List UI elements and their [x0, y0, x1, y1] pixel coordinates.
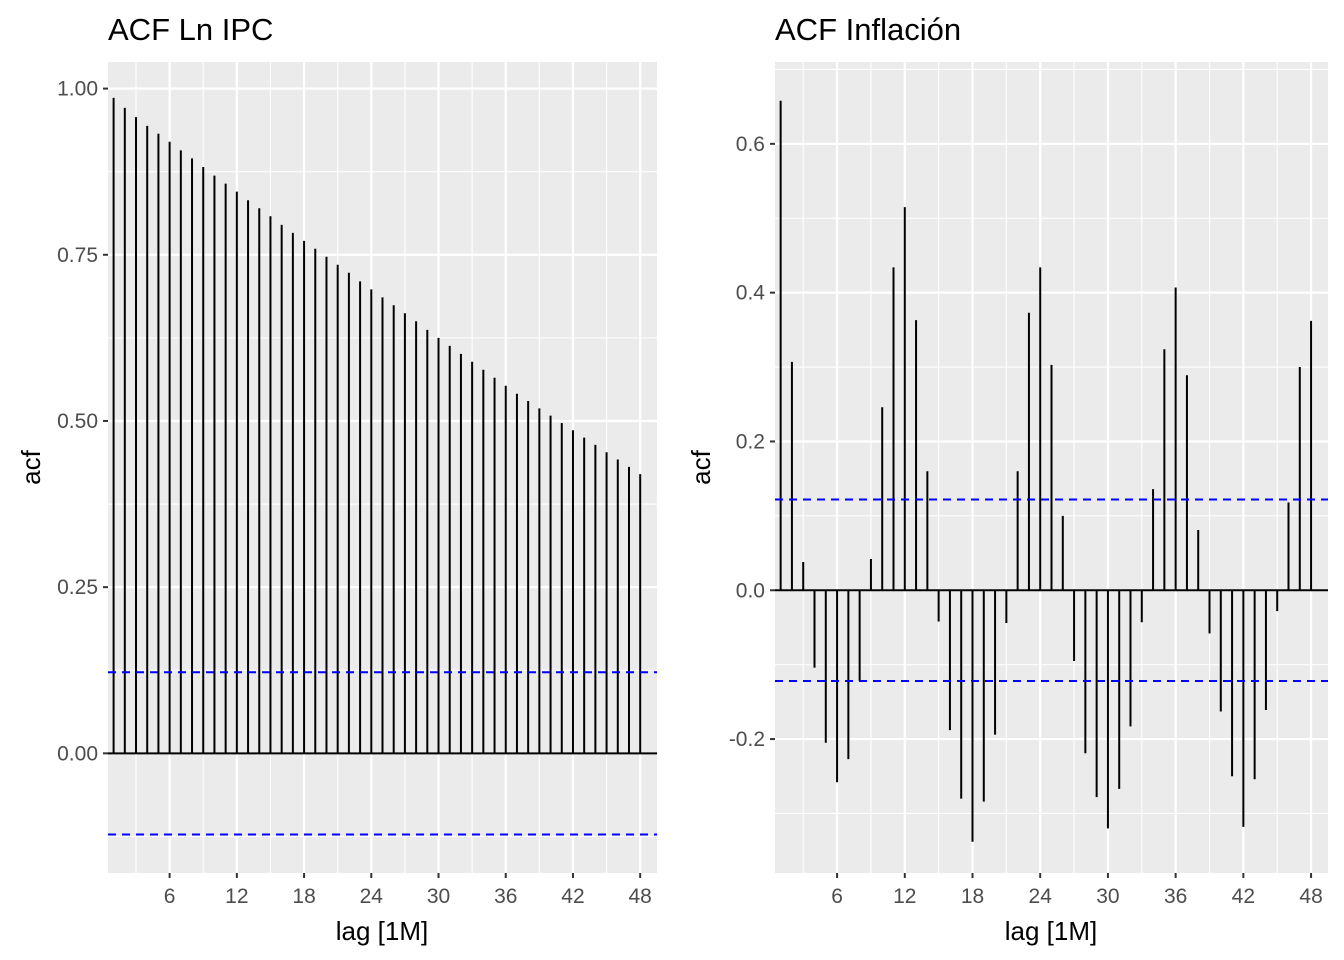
- x-tick-label: 48: [629, 885, 652, 908]
- x-tick-label: 30: [1096, 885, 1119, 908]
- y-tick-label: -0.2: [729, 728, 765, 751]
- y-tick-label: 0.4: [736, 282, 766, 305]
- x-tick-label: 24: [360, 885, 384, 908]
- chart-panel-2: -0.2 0.0 0.2 0.4 0.6 6 12 18 24 30 36 42 48 ACF Infla…: [686, 12, 1328, 946]
- y-tick-label: 0.0: [736, 579, 765, 602]
- x-tick-label: 42: [561, 885, 584, 908]
- x-tick-label: 42: [1232, 885, 1255, 908]
- y-tick-label: 0.2: [736, 430, 765, 453]
- y-tick-label: 0.25: [57, 576, 98, 599]
- y-axis-title: acf: [686, 449, 716, 484]
- chart-title: ACF Inflación: [775, 12, 961, 47]
- y-tick-label: 0.00: [57, 742, 98, 765]
- x-tick-label: 12: [893, 885, 916, 908]
- x-tick-label: 12: [225, 885, 248, 908]
- x-tick-label: 24: [1029, 885, 1053, 908]
- x-axis-title: lag [1M]: [1005, 916, 1098, 946]
- chart-title: ACF Ln IPC: [108, 12, 273, 47]
- y-axis-title: acf: [16, 449, 46, 484]
- x-axis-title: lag [1M]: [336, 916, 429, 946]
- x-tick-label: 6: [164, 885, 176, 908]
- y-tick-label: 0.75: [57, 244, 98, 267]
- x-tick-label: 6: [831, 885, 843, 908]
- x-tick-label: 30: [427, 885, 450, 908]
- y-tick-label: 1.00: [57, 78, 98, 101]
- x-tick-label: 18: [961, 885, 984, 908]
- y-tick-label: 0.6: [736, 133, 765, 156]
- x-tick-label: 36: [1164, 885, 1187, 908]
- x-tick-label: 48: [1299, 885, 1322, 908]
- x-tick-label: 18: [292, 885, 315, 908]
- y-tick-label: 0.50: [57, 410, 98, 433]
- x-tick-label: 36: [494, 885, 517, 908]
- chart-panel-1: 0.00 0.25 0.50 0.75 1.00 6 12 18 24 30 36 42 48 ACF L…: [16, 12, 657, 946]
